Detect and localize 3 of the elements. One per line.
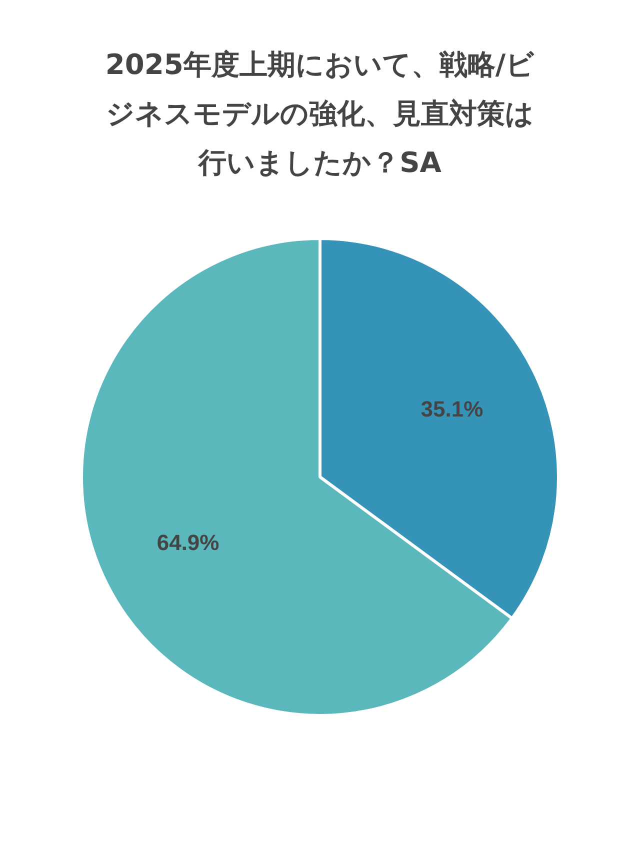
data-label: 35.1% xyxy=(420,396,484,422)
chart-title: 2025年度上期において、戦略/ビジネスモデルの強化、見直対策は行いましたか？SA xyxy=(104,47,536,181)
data-label: 64.9% xyxy=(156,530,220,555)
